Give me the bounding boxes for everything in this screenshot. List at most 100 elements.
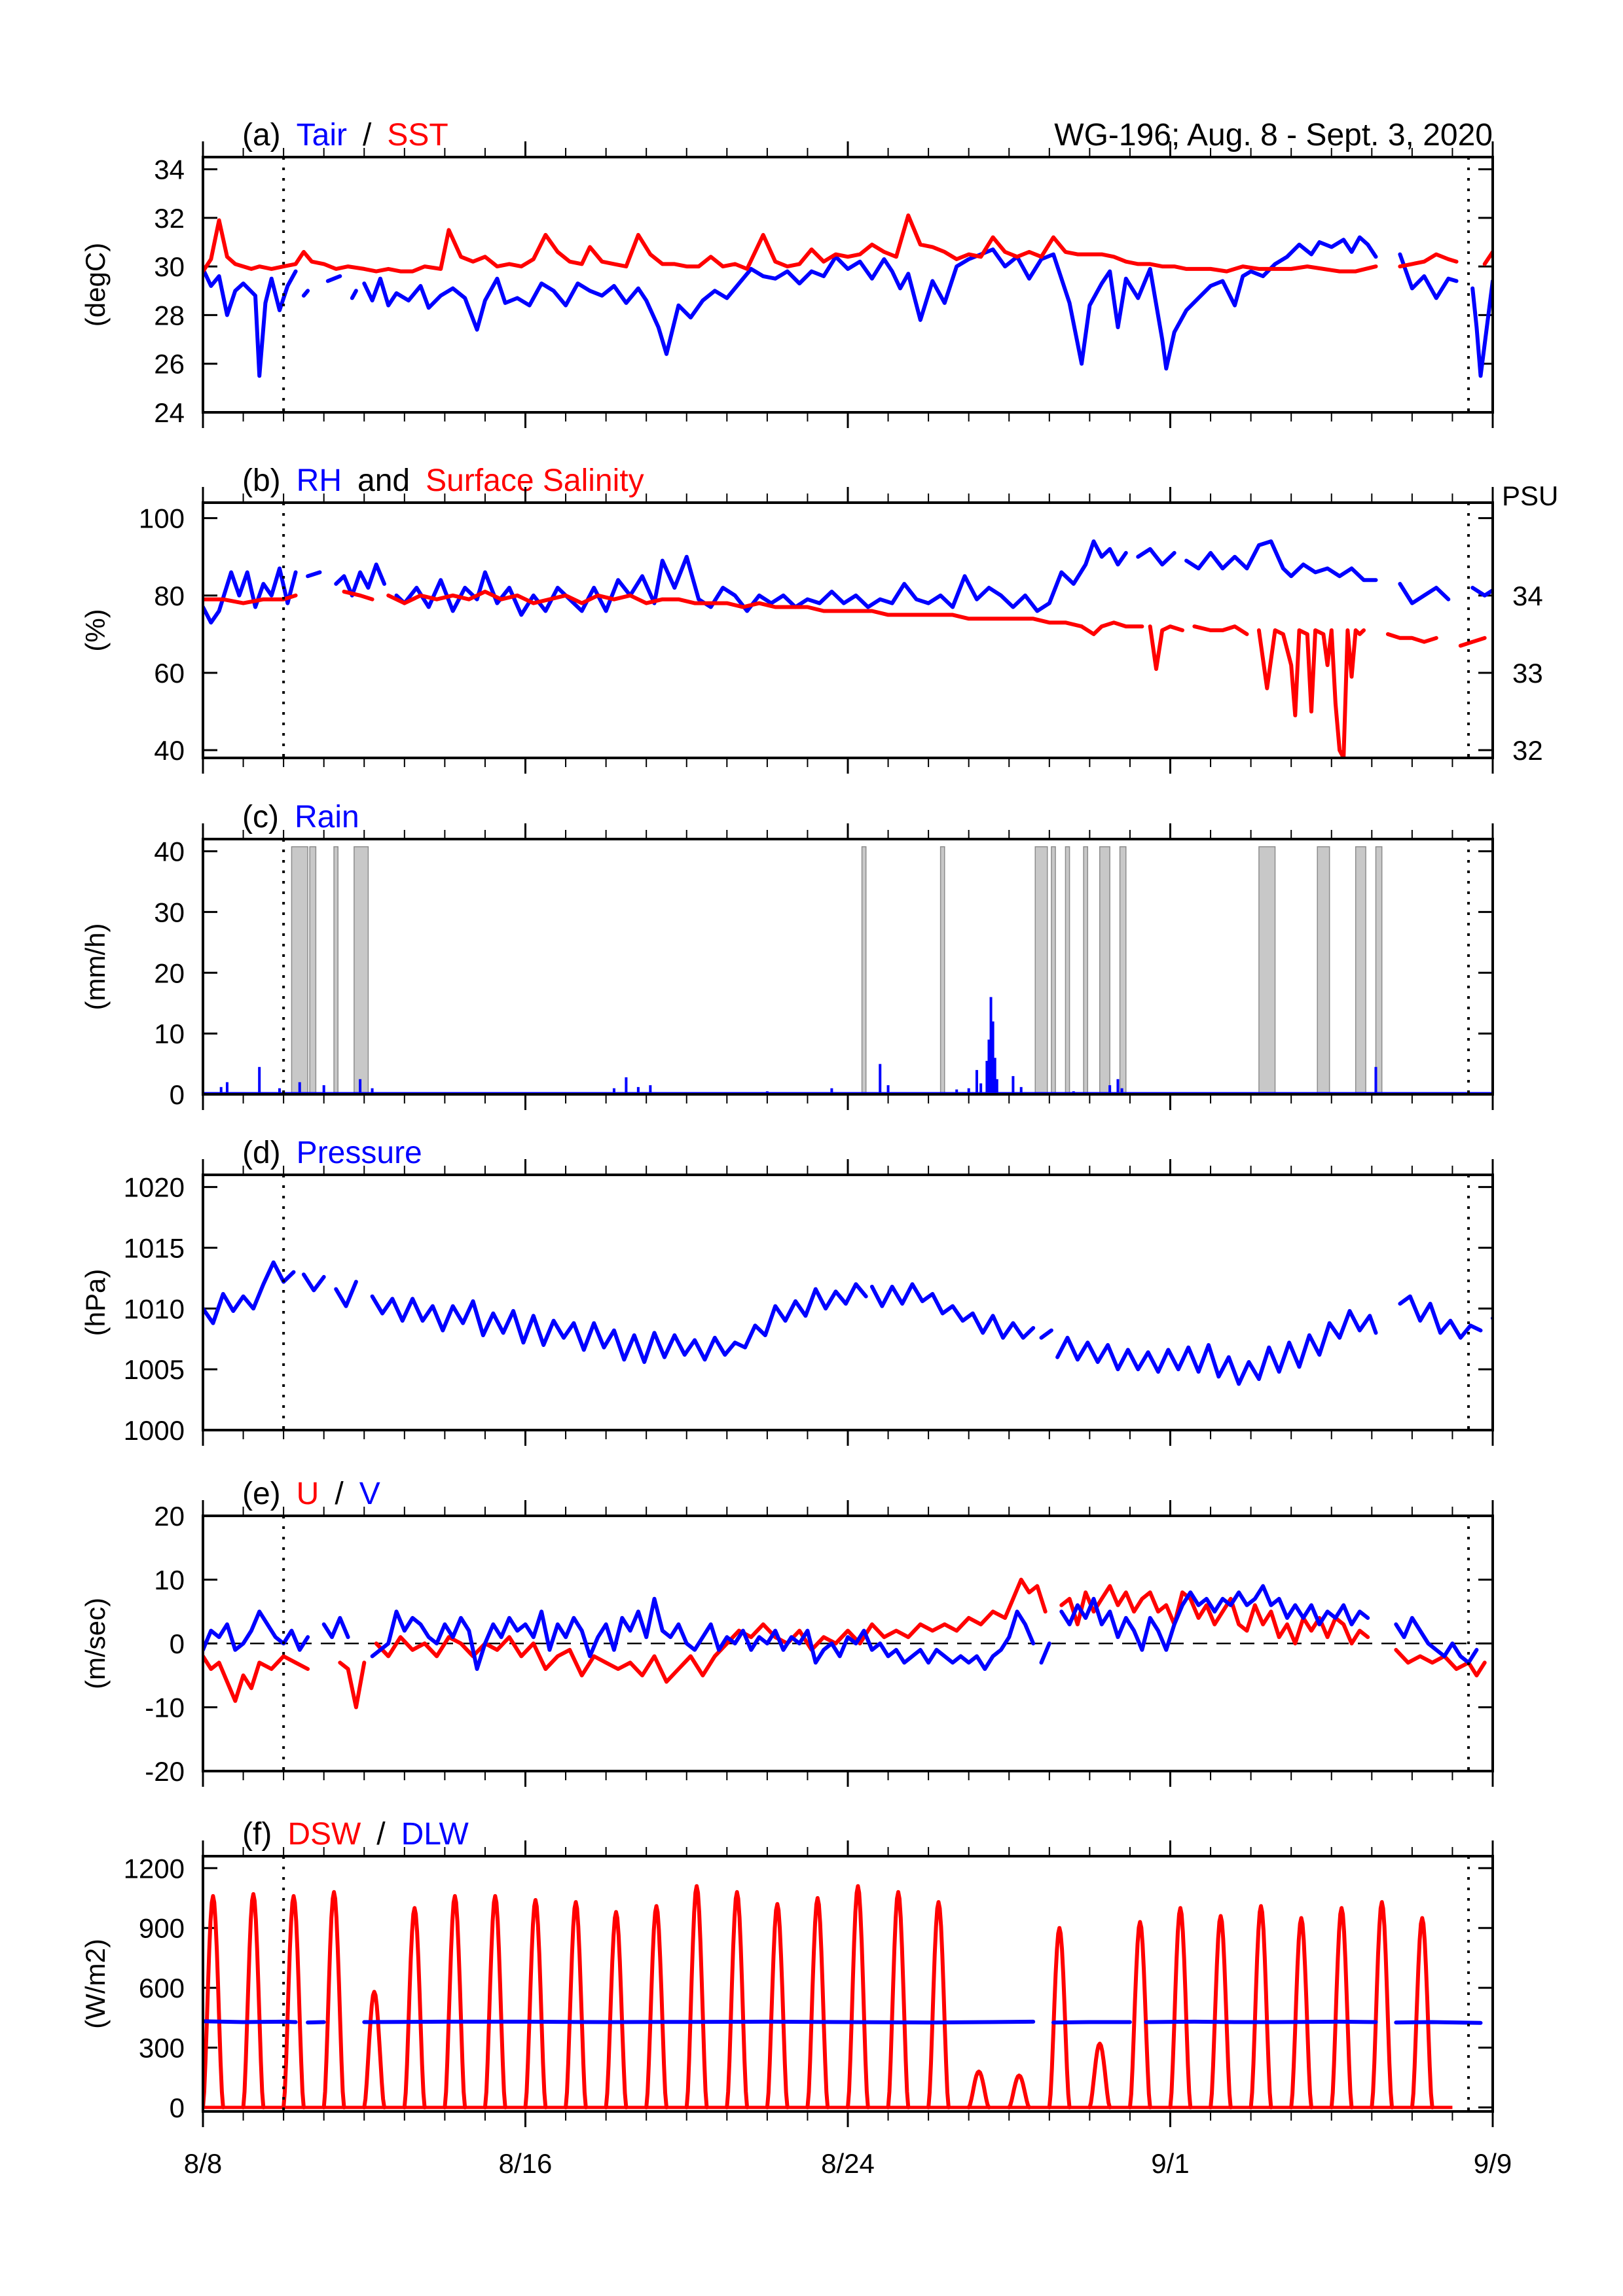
plot-frame-a	[202, 156, 1494, 414]
right-y-tick-label: 32	[1512, 735, 1543, 766]
series-rh-line	[203, 566, 298, 625]
y-tick-label: 0	[170, 1628, 185, 1659]
y-tick-label: 40	[154, 735, 185, 766]
rain-shade-band	[861, 846, 867, 1094]
series-rh-line	[306, 570, 322, 579]
series-dsw-day-peak	[1249, 1904, 1273, 2109]
y-tick-label: 100	[139, 503, 185, 534]
series-pressure-line	[869, 1282, 1036, 1340]
y-tick-label: 34	[154, 154, 185, 185]
plot-frame-d	[202, 1174, 1494, 1431]
plot-area-e	[203, 1577, 1493, 1710]
series-v-line	[1039, 1641, 1051, 1665]
x-axis-labels: 8/8 8/16 8/24 9/1 9/9	[184, 2148, 1512, 2179]
y-tick-label: 10	[154, 1018, 185, 1049]
x-tick-label: 8/16	[499, 2148, 553, 2179]
y-tick-label: -20	[145, 1756, 185, 1787]
y-axis-label-c: (mm/h)	[80, 924, 111, 1011]
series-dsw-day-peak	[604, 1910, 629, 2109]
series-v-line	[321, 1616, 350, 1640]
y-tick-label: 30	[154, 897, 185, 927]
series-u-line	[203, 1654, 310, 1703]
series-v-line	[370, 1596, 1036, 1671]
series-dsw-day-peak	[886, 1890, 911, 2109]
y-tick-label: 900	[139, 1913, 185, 1944]
series-dsw-day-peak	[966, 2070, 991, 2109]
series-dsw-day-peak	[564, 1900, 588, 2109]
series-dsw-day-peak	[1087, 2041, 1112, 2109]
panel-b: (b) RH and Surface Salinity (%) 40 60 80 100 32 33…	[80, 463, 1558, 774]
series-dsw-day-peak	[1329, 1906, 1354, 2109]
panel-title-a: (a) Tair / SST	[242, 118, 448, 152]
y-tick-label: 1020	[124, 1172, 185, 1203]
panel-title-part: RH	[297, 463, 342, 498]
y-tick-label: 20	[154, 1501, 185, 1532]
series-dsw-day-peak	[1007, 2073, 1031, 2109]
y-axis-label-a: (degC)	[80, 243, 111, 327]
panel-title-e: (e) U / V	[242, 1477, 380, 1511]
series-rh-line	[334, 562, 386, 598]
y-tick-label: 1200	[124, 1853, 185, 1884]
series-dsw-day-peak	[402, 1906, 427, 2109]
series-rh-line	[394, 539, 1128, 617]
series-pressure-line	[301, 1272, 326, 1293]
y-tick-label: 40	[154, 836, 185, 867]
series-tair-line	[301, 289, 310, 298]
series-dsw-day-peak	[684, 1884, 709, 2109]
plot-area-b	[203, 539, 1493, 758]
series-surface-salinity-line	[1148, 624, 1184, 672]
series-surface-salinity-line	[1192, 624, 1249, 636]
y-tick-label: 0	[170, 1079, 185, 1110]
series-dsw-day-peak	[523, 1898, 548, 2109]
y-tick-label: 30	[154, 251, 185, 282]
series-dsw-day-peak	[644, 1904, 668, 2109]
series-v-line	[1394, 1616, 1479, 1665]
panel-f: (f) DSW / DLW (W/m2) 0 300 600 900 1200	[80, 1817, 1494, 2127]
rain-shade-band	[309, 846, 317, 1094]
rain-shade-band	[354, 846, 369, 1094]
x-tick-label: 9/9	[1474, 2148, 1512, 2179]
panels: (a) Tair / SST (degC) 24 26 28 30 32 34 (b) RH and Sur…	[80, 118, 1558, 2127]
panel-title-part: Surface Salinity	[426, 463, 644, 498]
panel-title-part: (e)	[242, 1477, 281, 1511]
series-surface-salinity-line	[342, 589, 374, 601]
y-tick-label: 300	[139, 2033, 185, 2064]
panel-title-part: (f)	[242, 1817, 272, 1852]
panel-title-part: (a)	[242, 118, 281, 152]
series-dsw-day-peak	[203, 1893, 225, 2109]
series-rh-line	[1136, 547, 1176, 567]
series-sst-line	[1482, 249, 1493, 266]
panel-title-part: DSW	[287, 1817, 361, 1852]
series-pressure-line	[334, 1280, 358, 1308]
panel-title-b: (b) RH and Surface Salinity	[242, 463, 644, 498]
series-tair-line	[1470, 278, 1493, 378]
series-dsw-day-peak	[1370, 1900, 1395, 2109]
panel-title-part: Rain	[295, 800, 359, 834]
y-axis-label-b: (%)	[80, 609, 111, 651]
series-dsw-day-peak	[1127, 1920, 1152, 2109]
rain-shade-band	[1317, 846, 1330, 1094]
rain-shade-band	[1119, 846, 1127, 1094]
plot-frame-f	[202, 1855, 1494, 2113]
panel-title-d: (d) Pressure	[242, 1136, 422, 1170]
plot-area-c	[203, 846, 1493, 1094]
y-tick-label: 80	[154, 581, 185, 611]
series-dsw-day-peak	[1410, 1916, 1434, 2109]
rain-shade-band	[1051, 846, 1056, 1094]
panel-title-part: (d)	[242, 1136, 281, 1170]
rain-shade-band	[1099, 846, 1110, 1094]
rain-shade-band	[1083, 846, 1089, 1094]
panel-title-part: DLW	[401, 1817, 469, 1852]
y-tick-label: 60	[154, 658, 185, 689]
series-dsw-day-peak	[846, 1884, 870, 2109]
series-tair-line	[325, 274, 342, 283]
series-dsw-day-peak	[1168, 1906, 1193, 2109]
plot-frame-e	[202, 1515, 1494, 1772]
series-sst-line	[1398, 252, 1459, 269]
series-pressure-line	[203, 1260, 296, 1325]
y-tick-label: 26	[154, 349, 185, 380]
series-dlw-line	[203, 2019, 298, 2024]
y-tick-label: 600	[139, 1973, 185, 2003]
right-y-axis-label: PSU	[1502, 480, 1558, 511]
